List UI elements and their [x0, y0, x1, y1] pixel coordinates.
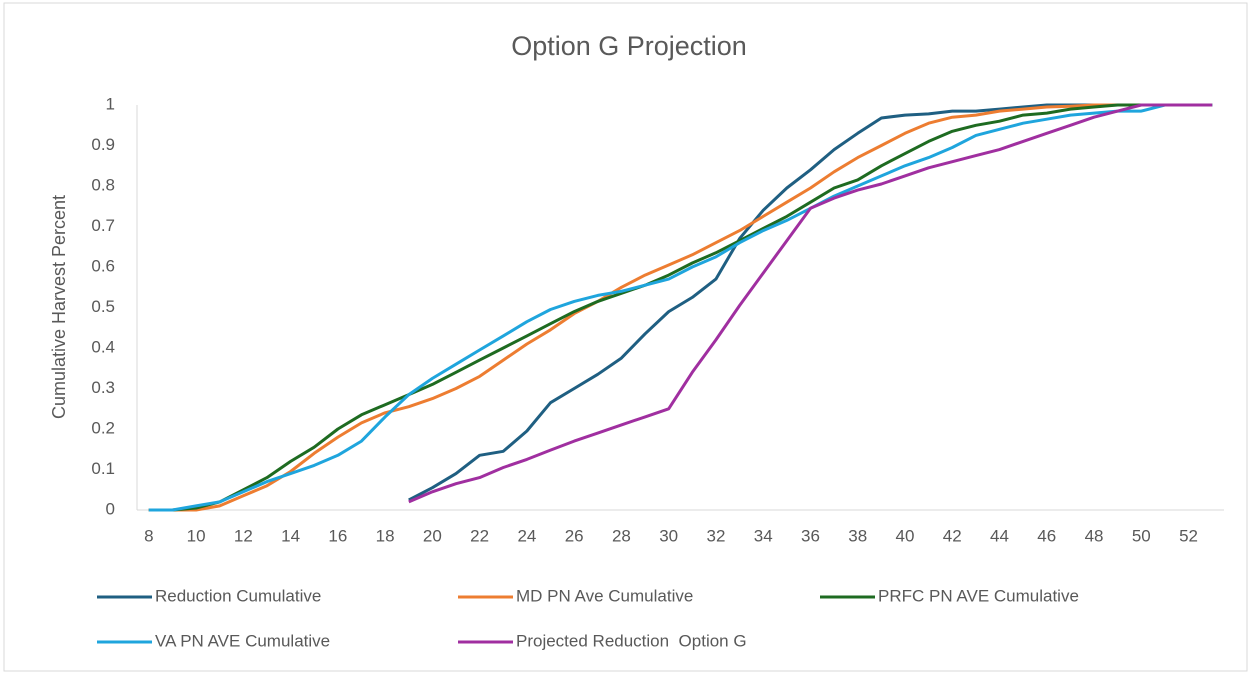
chart-title: Option G Projection	[511, 31, 747, 61]
series-line	[408, 103, 1213, 504]
y-tick-label: 0.7	[91, 216, 115, 235]
x-tick-label: 52	[1179, 526, 1198, 545]
legend-label: PRFC PN AVE Cumulative	[878, 586, 1079, 605]
legend-label: VA PN AVE Cumulative	[155, 631, 330, 650]
x-tick-label: 44	[990, 526, 1009, 545]
x-tick-label: 36	[801, 526, 820, 545]
y-tick-label: 0.2	[91, 418, 115, 437]
x-tick-label: 12	[234, 526, 253, 545]
series-line	[148, 103, 1213, 512]
y-tick-label: 0.6	[91, 256, 115, 275]
y-axis-title: Cumulative Harvest Percent	[49, 195, 69, 419]
x-tick-label: 40	[896, 526, 915, 545]
legend-label: MD PN Ave Cumulative	[516, 586, 693, 605]
y-tick-label: 0	[106, 499, 115, 518]
y-tick-label: 1	[106, 94, 115, 113]
x-tick-label: 20	[423, 526, 442, 545]
x-tick-label: 16	[328, 526, 347, 545]
chart-frame	[3, 2, 1248, 672]
x-tick-label: 46	[1037, 526, 1056, 545]
x-tick-label: 30	[659, 526, 678, 545]
y-tick-label: 0.8	[91, 175, 115, 194]
x-tick-label: 50	[1132, 526, 1151, 545]
x-tick-label: 22	[470, 526, 489, 545]
x-tick-label: 28	[612, 526, 631, 545]
y-tick-label: 0.5	[91, 297, 115, 316]
y-tick-label: 0.3	[91, 378, 115, 397]
x-tick-label: 14	[281, 526, 300, 545]
x-tick-label: 26	[565, 526, 584, 545]
x-tick-label: 18	[376, 526, 395, 545]
series-line	[148, 103, 1213, 512]
x-tick-label: 10	[187, 526, 206, 545]
y-tick-label: 0.9	[91, 135, 115, 154]
legend-label: Projected Reduction Option G	[516, 631, 747, 650]
x-tick-label: 42	[943, 526, 962, 545]
x-tick-label: 38	[848, 526, 867, 545]
x-tick-label: 34	[754, 526, 773, 545]
series-line	[148, 103, 1213, 512]
x-tick-label: 8	[144, 526, 153, 545]
x-tick-label: 48	[1085, 526, 1104, 545]
x-tick-label: 32	[706, 526, 725, 545]
x-tick-label: 24	[517, 526, 536, 545]
y-tick-label: 0.1	[91, 459, 115, 478]
y-tick-label: 0.4	[91, 337, 115, 356]
legend-label: Reduction Cumulative	[155, 586, 321, 605]
